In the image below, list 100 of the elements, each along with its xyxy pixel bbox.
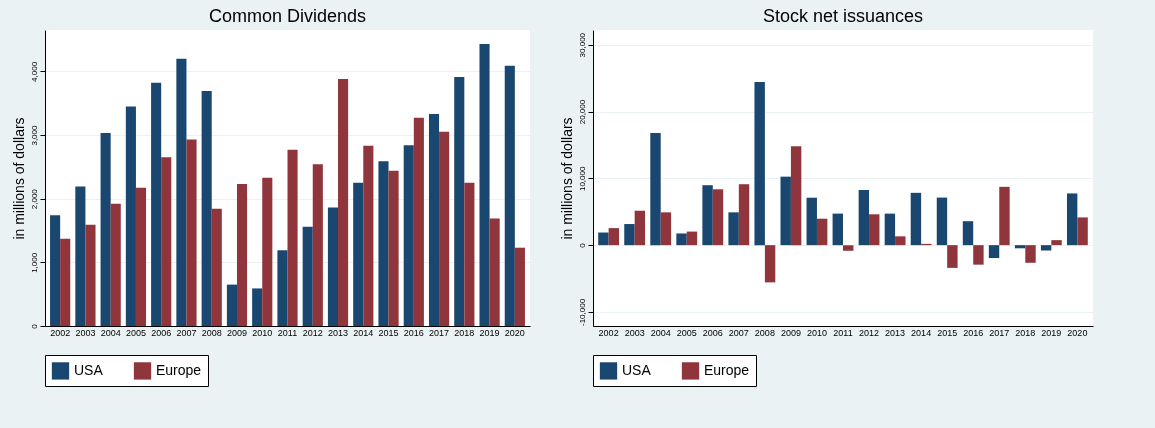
bar: [211, 208, 222, 326]
bar: [302, 226, 313, 326]
bar: [50, 215, 61, 326]
x-tick-label: 2002: [598, 327, 619, 338]
bar: [764, 245, 776, 283]
x-tick-label: 2008: [754, 327, 775, 338]
bar: [186, 139, 197, 326]
bar: [884, 213, 896, 246]
x-tick-label: 2006: [151, 327, 172, 338]
legend-label: Europe: [156, 361, 202, 378]
bar: [504, 65, 515, 326]
legend-label: USA: [622, 361, 652, 378]
x-tick-label: 2020: [504, 327, 525, 338]
bar: [608, 228, 620, 246]
bar: [201, 91, 212, 326]
bar: [287, 149, 298, 326]
x-tick-label: 2019: [479, 327, 500, 338]
bar: [479, 44, 490, 326]
x-tick-label: 2011: [277, 327, 298, 338]
bar: [327, 207, 339, 326]
x-tick-label: 2005: [125, 327, 146, 338]
bar: [780, 176, 791, 246]
bar: [686, 231, 698, 246]
y-tick-label: 0: [29, 323, 39, 329]
x-tick-label: 2017: [989, 327, 1010, 338]
x-tick-label: 2010: [252, 327, 273, 338]
x-tick-label: 2018: [454, 327, 475, 338]
bar: [702, 185, 713, 246]
bar: [1077, 217, 1088, 246]
bar: [947, 245, 958, 268]
x-tick-label: 2007: [728, 327, 749, 338]
y-tick-label: 2,000: [29, 188, 39, 210]
bar: [262, 177, 273, 326]
bar: [100, 133, 111, 326]
x-tick-label: 2014: [911, 327, 932, 338]
bar: [806, 197, 817, 246]
legend-label: Europe: [704, 361, 750, 378]
bar: [135, 187, 147, 326]
bar: [353, 182, 364, 326]
x-tick-label: 2003: [624, 327, 645, 338]
bar: [176, 58, 187, 326]
x-tick-label: 2009: [780, 327, 801, 338]
x-tick-label: 2012: [859, 327, 880, 338]
bar: [252, 288, 263, 326]
x-tick-label: 2010: [806, 327, 827, 338]
bar: [1025, 245, 1036, 263]
y-tick-label: 1,000: [29, 252, 39, 273]
x-tick-label: 2009: [226, 327, 247, 338]
bar: [999, 186, 1010, 246]
bar: [464, 182, 475, 326]
y-tick-label: 4,000: [29, 61, 39, 82]
y-tick-label: 10,000: [577, 166, 587, 192]
bar: [650, 133, 661, 246]
x-tick-label: 2015: [937, 327, 958, 338]
x-tick-label: 2003: [75, 327, 96, 338]
legend-label: USA: [74, 361, 104, 378]
bar: [161, 157, 172, 326]
x-tick-label: 2018: [1015, 327, 1036, 338]
x-tick-label: 2008: [201, 327, 222, 338]
x-tick-label: 2004: [100, 327, 121, 338]
x-tick-label: 2013: [328, 327, 349, 338]
bar: [988, 245, 1000, 259]
bar: [598, 232, 609, 246]
bar: [973, 245, 984, 265]
bar: [378, 161, 389, 326]
bar: [816, 218, 828, 246]
x-tick-label: 2019: [1041, 327, 1062, 338]
bar: [712, 189, 724, 246]
bar: [843, 245, 854, 251]
bar: [634, 210, 646, 246]
bar: [151, 82, 162, 326]
y-tick-label: 30,000: [577, 32, 587, 58]
bar: [125, 106, 136, 326]
x-tick-label: 2016: [963, 327, 984, 338]
bar: [1014, 245, 1026, 249]
bar: [388, 170, 399, 326]
bar: [624, 224, 635, 246]
bar: [428, 114, 440, 326]
bar: [236, 184, 248, 326]
bar: [110, 203, 121, 326]
bar: [962, 221, 974, 246]
bar: [439, 131, 450, 326]
bar: [869, 214, 880, 246]
x-tick-label: 2015: [378, 327, 399, 338]
bar: [75, 186, 86, 326]
bar: [728, 212, 739, 246]
bar: [338, 79, 349, 326]
bar: [910, 192, 922, 246]
bar: [226, 284, 237, 326]
bar: [363, 145, 374, 326]
bar: [60, 238, 71, 326]
x-tick-label: 2007: [176, 327, 197, 338]
bar: [895, 236, 906, 246]
x-tick-label: 2016: [403, 327, 424, 338]
bar: [277, 250, 288, 326]
x-tick-label: 2014: [353, 327, 374, 338]
bar: [1051, 240, 1062, 246]
bar: [676, 233, 687, 246]
bar: [738, 184, 750, 246]
y-tick-label: 3,000: [29, 124, 39, 146]
